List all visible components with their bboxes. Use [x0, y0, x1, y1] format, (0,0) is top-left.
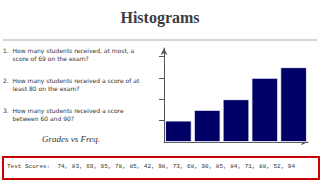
svg-text:Grades vs Freq.: Grades vs Freq.	[42, 134, 100, 144]
svg-text:Test Scores: 74, 83, 69, 95,: Test Scores: 74, 83, 69, 95, 78, 85, 42,…	[7, 163, 295, 170]
svg-text:1. How many students received: 1. How many students received, at most, …	[3, 47, 135, 55]
svg-text:3. How many students received: 3. How many students received a score	[3, 107, 124, 115]
svg-text:least 80 on the exam?: least 80 on the exam?	[3, 85, 79, 92]
svg-text:between 60 and 90?: between 60 and 90?	[3, 115, 74, 122]
svg-text:Histograms: Histograms	[120, 9, 199, 27]
svg-text:2. How many students received: 2. How many students received a score of…	[3, 77, 140, 85]
svg-text:score of 69 on the exam?: score of 69 on the exam?	[3, 55, 89, 62]
